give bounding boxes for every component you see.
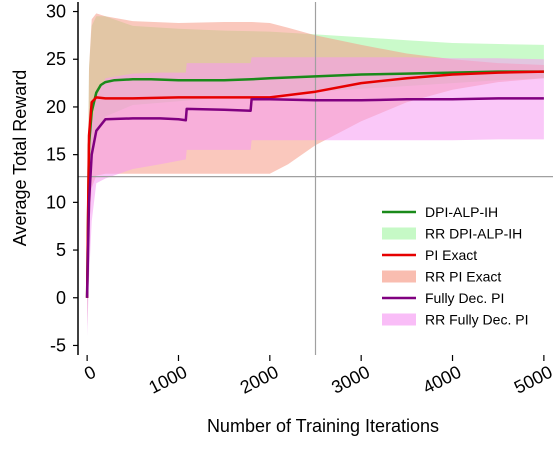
series-line-dpi-alp-ih [85,70,544,298]
series-line-pi-exact [85,70,544,298]
y-axis-label: Average Total Reward [10,70,30,246]
y-tick-label: 5 [56,240,66,260]
legend-swatch-rr-dpi-alp-ih [382,227,416,240]
series-layer [85,70,544,298]
band-rr-fully-dec-pi [87,57,544,336]
legend: DPI-ALP-IH RR DPI-ALP-IH PI Exact RR PI Exa… [382,204,528,328]
legend-label-dpi-alp-ih: DPI-ALP-IH [425,204,498,220]
series-line-fully-dec-pi [85,97,544,298]
y-tick-label: 10 [46,192,66,212]
y-tick-label: -5 [50,335,66,355]
y-tick-label: 25 [46,49,66,69]
reference-lines [78,2,553,355]
legend-label-rr-pi-exact: RR PI Exact [425,269,501,285]
legend-swatch-rr-pi-exact [382,270,416,283]
legend-label-fully-dec-pi: Fully Dec. PI [425,290,504,306]
legend-label-rr-dpi-alp-ih: RR DPI-ALP-IH [425,226,522,242]
y-tick-label: 20 [46,97,66,117]
legend-swatch-rr-fully-dec-pi [382,313,416,326]
bands-layer [87,13,544,336]
y-tick-label: 30 [46,2,66,22]
legend-label-rr-fully-dec-pi: RR Fully Dec. PI [425,312,528,328]
y-tick-label: 0 [56,288,66,308]
legend-label-pi-exact: PI Exact [425,247,477,263]
y-tick-label: 15 [46,145,66,165]
x-axis-label: Number of Training Iterations [207,416,439,436]
